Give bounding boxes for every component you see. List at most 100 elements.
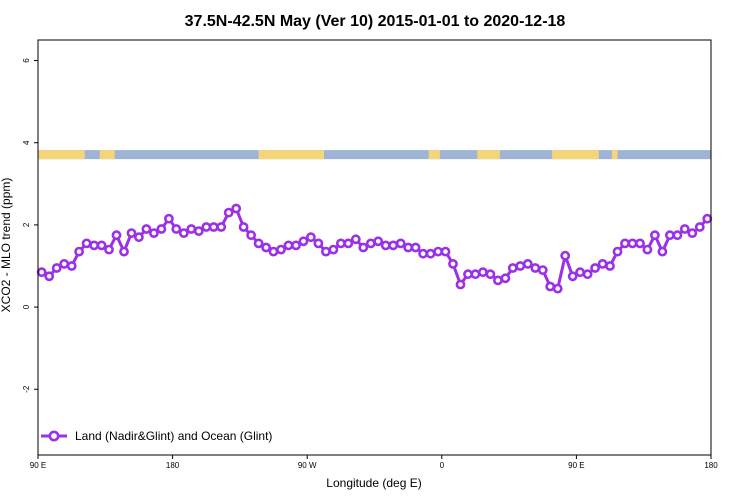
land-segment (258, 150, 325, 160)
data-point (148, 228, 159, 238)
y-tick-label: 4 (22, 140, 31, 145)
x-tick-label: 180 (704, 461, 718, 470)
data-point (74, 246, 84, 257)
data-point (665, 230, 675, 241)
land-ocean-strip (38, 150, 711, 160)
data-point (485, 269, 496, 280)
land-segment (477, 150, 500, 160)
data-point (612, 246, 623, 257)
data-point (470, 269, 481, 280)
data-point (156, 224, 167, 234)
data-point (620, 238, 630, 249)
data-point (492, 275, 503, 286)
data-point (388, 240, 399, 251)
data-point (522, 258, 533, 269)
data-point (679, 224, 690, 234)
data-point (141, 224, 152, 234)
data-point (36, 267, 47, 278)
data-point (530, 263, 541, 273)
data-point (305, 232, 316, 243)
data-point (507, 263, 518, 273)
data-point (193, 226, 204, 236)
data-point (567, 271, 578, 282)
data-point (246, 230, 256, 241)
data-point (657, 246, 668, 257)
data-point (276, 244, 286, 255)
data-point (350, 234, 361, 245)
data-point (59, 258, 70, 269)
data-point (702, 213, 713, 224)
series-layer (36, 203, 713, 294)
data-point (223, 207, 234, 218)
data-point (111, 230, 122, 241)
y-tick-label: 2 (22, 222, 31, 227)
land-segment (552, 150, 599, 160)
data-point (66, 261, 77, 271)
data-point (672, 230, 683, 241)
data-point (650, 230, 660, 241)
data-point (208, 222, 219, 232)
data-point (395, 238, 406, 249)
data-point (178, 228, 189, 238)
data-point (448, 258, 458, 269)
data-point (96, 240, 107, 251)
x-axis-ticks: 90 E 180 90 W 0 90 E 180 (30, 455, 718, 470)
y-tick-label: 0 (22, 304, 31, 309)
data-point (575, 267, 585, 278)
data-point (380, 240, 391, 251)
data-point (694, 222, 705, 232)
data-point (133, 232, 144, 243)
chart-title: 37.5N-42.5N May (Ver 10) 2015-01-01 to 2… (185, 13, 566, 30)
data-point (283, 240, 294, 251)
data-point (268, 246, 279, 257)
data-point (440, 246, 451, 257)
data-point (119, 246, 129, 257)
data-point (373, 236, 384, 247)
data-point (605, 261, 615, 271)
legend-label: Land (Nadir&Glint) and Ocean (Glint) (75, 429, 272, 443)
x-tick-label: 90 E (30, 461, 46, 470)
data-point (313, 238, 324, 249)
data-point (477, 267, 488, 278)
data-point (104, 244, 114, 255)
data-point (358, 242, 369, 253)
data-point (455, 279, 466, 290)
data-point (298, 236, 309, 247)
legend-marker (48, 430, 60, 442)
data-point (552, 283, 563, 294)
data-point (515, 261, 526, 271)
data-point (44, 271, 55, 282)
y-tick-label: 6 (22, 58, 31, 63)
data-point (687, 228, 698, 238)
x-axis-label: Longitude (deg E) (326, 476, 421, 490)
data-point (545, 281, 556, 292)
legend: Land (Nadir&Glint) and Ocean (Glint) (41, 429, 272, 443)
data-point (328, 244, 339, 255)
data-point (425, 248, 436, 259)
plot-frame (37, 39, 712, 456)
x-tick-label: 90 E (568, 461, 584, 470)
data-point (126, 228, 137, 238)
data-point (590, 263, 600, 273)
data-point (537, 265, 548, 275)
data-point (320, 246, 331, 257)
data-point (81, 238, 92, 249)
data-point (418, 248, 428, 259)
data-point (410, 242, 421, 253)
land-segment (38, 150, 85, 160)
data-point (186, 224, 197, 234)
ocean-band (38, 150, 711, 160)
y-axis-label: XCO2 - MLO trend (ppm) (0, 178, 13, 313)
data-point (231, 203, 242, 214)
data-point (500, 273, 511, 284)
data-point (642, 244, 653, 255)
data-point (163, 213, 174, 224)
land-segment (99, 150, 115, 160)
data-point (291, 240, 301, 251)
x-tick-label: 0 (440, 461, 445, 470)
data-point (171, 224, 182, 234)
y-axis-ticks: -2 0 2 4 6 (22, 58, 38, 393)
series-line (40, 207, 709, 291)
data-point (261, 242, 271, 253)
